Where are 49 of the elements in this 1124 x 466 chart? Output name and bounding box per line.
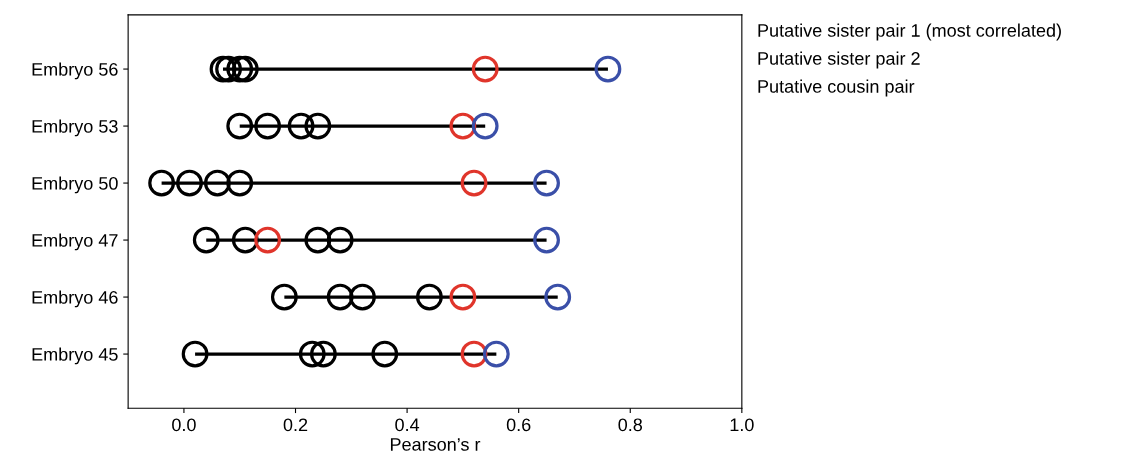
point [416,283,443,311]
x-tick-label: 1.0 [730,418,754,432]
point [176,169,203,197]
point [298,340,326,368]
point [482,340,510,368]
x-tick-label: 0.8 [618,418,643,432]
point [226,169,254,197]
point [254,112,282,140]
point [449,283,477,311]
point [310,340,337,368]
point [148,169,176,197]
point [533,169,560,197]
point [304,112,332,140]
x-tick-label: 0.4 [395,418,420,432]
point [231,55,259,83]
point [270,283,298,311]
y-tick-label: Embryo 46 [32,290,118,308]
point [254,226,282,254]
point [533,226,560,254]
x-axis-title: Pearson’s r [390,438,481,451]
point [349,283,376,311]
point [181,340,209,368]
point [460,169,488,197]
point [287,112,315,140]
point [226,55,254,83]
point [304,226,332,254]
point [326,283,354,311]
x-tick-label: 0.0 [172,418,196,432]
y-tick-label: Embryo 47 [32,233,118,251]
text: Putative sister pair 1 (most correlated) [758,23,1061,41]
point [215,55,242,83]
point [226,112,254,140]
y-tick-label: Embryo 53 [32,119,118,137]
point [204,169,231,197]
point [326,226,354,254]
y-tick-label: Embryo 50 [32,176,118,194]
y-tick-label: Embryo 45 [32,347,118,365]
y-tick-label: Embryo 56 [32,62,118,80]
point [471,112,499,140]
point [544,283,572,311]
point [594,55,622,83]
text: Putative sister pair 2 [758,51,920,69]
point [371,340,399,368]
x-tick-label: 0.2 [283,418,308,432]
text: Putative cousin pair [758,79,915,97]
point [209,55,237,83]
point [471,55,499,83]
x-tick-label: 0.6 [506,418,531,432]
point [192,226,220,254]
